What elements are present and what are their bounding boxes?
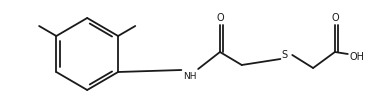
Text: O: O [331, 13, 339, 23]
Text: NH: NH [183, 72, 197, 81]
Text: S: S [282, 50, 287, 60]
Text: O: O [216, 13, 224, 23]
Text: OH: OH [350, 52, 365, 62]
